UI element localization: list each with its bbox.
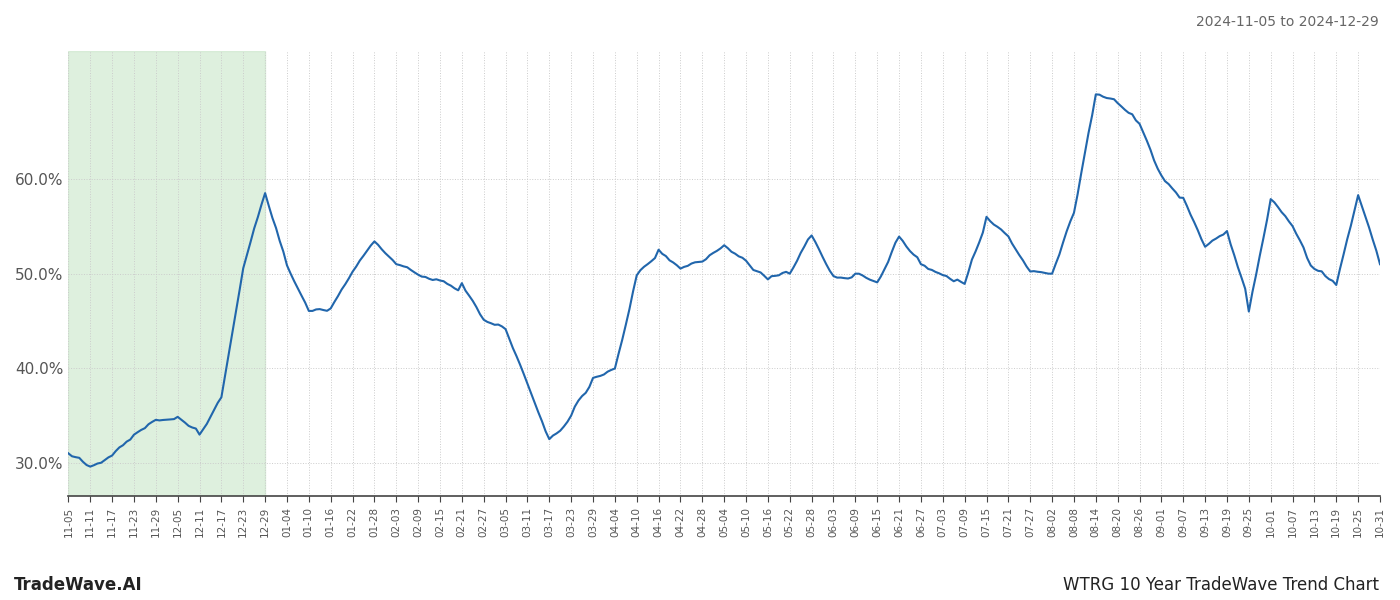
Text: WTRG 10 Year TradeWave Trend Chart: WTRG 10 Year TradeWave Trend Chart <box>1063 576 1379 594</box>
Text: TradeWave.AI: TradeWave.AI <box>14 576 143 594</box>
Text: 2024-11-05 to 2024-12-29: 2024-11-05 to 2024-12-29 <box>1196 15 1379 29</box>
Bar <box>69 51 265 496</box>
